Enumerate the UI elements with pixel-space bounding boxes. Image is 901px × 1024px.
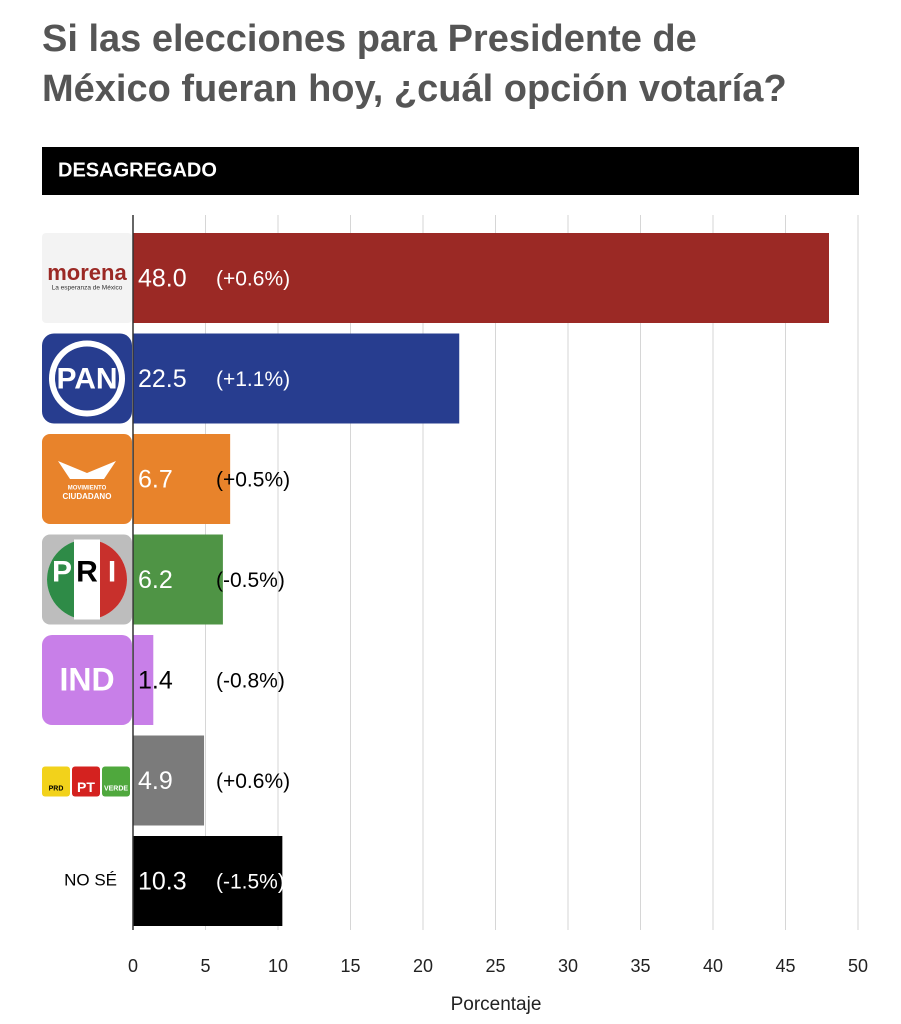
section-label: DESAGREGADO bbox=[58, 159, 217, 181]
x-tick-label: 50 bbox=[848, 956, 868, 976]
x-tick-label: 35 bbox=[630, 956, 650, 976]
category-label: CIUDADANO bbox=[63, 492, 112, 501]
x-tick-label: 45 bbox=[775, 956, 795, 976]
logo-circle bbox=[55, 346, 119, 411]
logo-box bbox=[72, 766, 100, 797]
x-tick-label: 5 bbox=[200, 956, 210, 976]
category-label: morena bbox=[47, 260, 127, 285]
category-label: R bbox=[76, 555, 98, 588]
x-tick-label: 0 bbox=[128, 956, 138, 976]
category-label: VERDE bbox=[104, 785, 128, 792]
x-tick-label: 40 bbox=[703, 956, 723, 976]
x-tick-label: 30 bbox=[558, 956, 578, 976]
bar bbox=[133, 836, 283, 926]
category-label: IND bbox=[59, 661, 114, 697]
logo-box bbox=[42, 766, 70, 797]
category-label: MOVIMIENTO bbox=[68, 486, 107, 492]
value-label: 6.2 bbox=[138, 566, 173, 594]
category-sublabel: La esperanza de México bbox=[52, 285, 123, 292]
logo-white bbox=[74, 539, 100, 620]
logo-box bbox=[42, 233, 132, 323]
x-tick-label: 10 bbox=[268, 956, 288, 976]
logo-box bbox=[102, 766, 130, 797]
category-label: P bbox=[52, 555, 72, 588]
category-label: PRD bbox=[49, 785, 64, 792]
category-label: PT bbox=[77, 779, 95, 795]
category-label: I bbox=[108, 555, 116, 588]
value-label: 10.3 bbox=[138, 868, 187, 896]
bar bbox=[133, 735, 205, 826]
bar bbox=[133, 233, 829, 323]
value-label: 22.5 bbox=[138, 365, 187, 393]
value-label: 1.4 bbox=[138, 667, 173, 695]
change-label: (+0.6%) bbox=[216, 268, 290, 291]
value-label: 6.7 bbox=[138, 466, 173, 494]
change-label: (+1.1%) bbox=[216, 368, 290, 391]
x-axis-label: Porcentaje bbox=[451, 994, 542, 1015]
logo-box bbox=[42, 635, 132, 725]
category-label: PAN bbox=[56, 362, 117, 395]
x-tick-label: 15 bbox=[340, 956, 360, 976]
x-tick-label: 20 bbox=[413, 956, 433, 976]
change-label: (-1.5%) bbox=[216, 871, 285, 894]
value-label: 48.0 bbox=[138, 265, 187, 293]
change-label: (+0.6%) bbox=[216, 770, 290, 793]
x-tick-label: 25 bbox=[485, 956, 505, 976]
change-label: (+0.5%) bbox=[216, 469, 290, 492]
bar bbox=[133, 635, 154, 725]
value-label: 4.9 bbox=[138, 767, 173, 795]
bar bbox=[133, 434, 231, 524]
category-label: NO SÉ bbox=[64, 870, 117, 889]
chart-title: Si las elecciones para Presidente de Méx… bbox=[42, 18, 787, 110]
change-label: (-0.5%) bbox=[216, 569, 285, 592]
logo-bird bbox=[58, 461, 116, 479]
change-label: (-0.8%) bbox=[216, 670, 285, 693]
bar bbox=[133, 333, 460, 424]
section-band bbox=[42, 147, 859, 195]
bar bbox=[133, 534, 223, 625]
